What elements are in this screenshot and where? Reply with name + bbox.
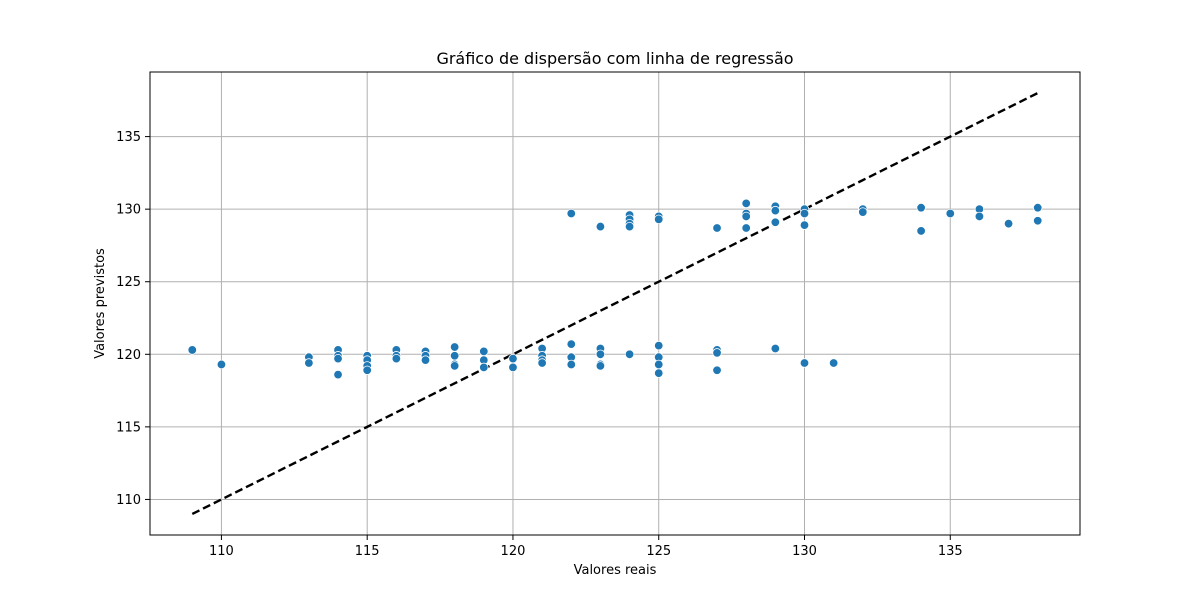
regression-line-group — [191, 91, 1039, 516]
scatter-point — [449, 361, 460, 371]
scatter-point — [858, 207, 868, 217]
scatter-point — [1033, 216, 1043, 226]
scatter-point — [449, 342, 460, 352]
scatter-point — [362, 365, 372, 375]
plot-frame — [149, 71, 1081, 536]
x-tick-label: 130 — [792, 544, 817, 559]
scatter-point — [391, 353, 402, 364]
grid-lines — [150, 72, 1080, 535]
y-tick-label: 110 — [116, 493, 141, 508]
scatter-point — [333, 353, 343, 364]
data-points — [187, 198, 1043, 380]
scatter-point — [624, 221, 635, 232]
scatter-point — [566, 208, 576, 219]
scatter-point — [508, 362, 518, 373]
scatter-point — [333, 369, 343, 380]
scatter-point — [741, 223, 751, 233]
scatter-point — [449, 351, 460, 361]
scatter-point — [799, 208, 810, 219]
scatter-point — [799, 220, 810, 230]
scatter-point — [187, 345, 197, 355]
scatter-point — [566, 339, 576, 349]
scatter-point — [712, 348, 722, 358]
scatter-point — [712, 365, 722, 375]
scatter-point — [1033, 203, 1043, 213]
scatter-point — [566, 359, 576, 370]
scatter-point — [216, 359, 227, 370]
scatter-point — [654, 340, 664, 351]
x-tick-label: 125 — [646, 544, 671, 559]
scatter-point — [624, 349, 635, 359]
scatter-point — [537, 358, 547, 368]
scatter-point — [770, 205, 781, 216]
scatter-point — [654, 359, 664, 370]
scatter-point — [741, 211, 751, 222]
scatter-point — [945, 208, 955, 219]
scatter-point — [828, 358, 839, 368]
scatter-point — [741, 198, 751, 209]
chart-title: Gráfico de dispersão com linha de regres… — [436, 49, 793, 68]
regression-line — [191, 91, 1039, 516]
y-tick-label: 125 — [116, 275, 141, 290]
scatter-point — [770, 343, 781, 354]
scatter-point — [1003, 218, 1014, 229]
scatter-point — [479, 362, 489, 373]
scatter-point — [654, 214, 664, 225]
x-tick-label: 110 — [209, 544, 234, 559]
scatter-point — [595, 221, 606, 232]
x-axis-title: Valores reais — [574, 563, 657, 578]
scatter-point — [799, 358, 810, 368]
x-axis-ticks: 110 115 120 125 130 135 — [209, 535, 963, 559]
scatter-point — [420, 355, 431, 365]
y-tick-label: 120 — [116, 348, 141, 363]
scatter-point — [654, 368, 664, 378]
scatter-point — [712, 223, 722, 233]
scatter-point — [770, 217, 781, 227]
y-axis-ticks: 110 115 120 125 130 135 — [116, 130, 150, 508]
scatter-point — [595, 361, 606, 371]
scatter-point — [974, 211, 985, 222]
scatter-point — [508, 353, 518, 364]
scatter-point — [479, 346, 489, 357]
y-tick-label: 130 — [116, 203, 141, 218]
x-tick-label: 120 — [501, 544, 526, 559]
y-tick-label: 115 — [116, 420, 141, 435]
scatter-point — [304, 358, 314, 368]
x-tick-label: 115 — [355, 544, 380, 559]
scatter-point — [916, 226, 926, 236]
x-tick-label: 135 — [938, 544, 963, 559]
y-tick-label: 135 — [116, 130, 141, 145]
scatter-point — [595, 349, 606, 359]
y-axis-title: Valores previstos — [93, 248, 108, 359]
scatter-point — [916, 203, 926, 213]
